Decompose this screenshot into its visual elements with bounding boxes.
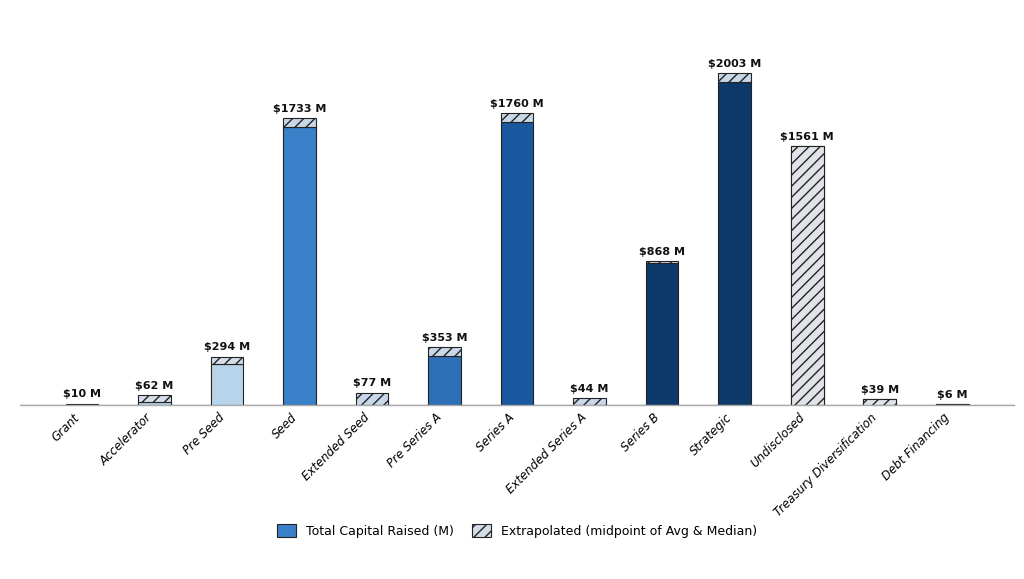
Bar [284, 118, 315, 127]
Text: $1733 M: $1733 M [272, 104, 327, 114]
Bar [138, 395, 171, 402]
Text: $294 M: $294 M [204, 342, 250, 353]
Text: $2003 M: $2003 M [708, 59, 761, 69]
Text: $10 M: $10 M [62, 390, 101, 400]
Bar [863, 399, 896, 405]
Bar [936, 404, 969, 405]
Text: $353 M: $353 M [422, 332, 467, 343]
Text: $44 M: $44 M [570, 384, 609, 394]
Bar [501, 113, 534, 122]
Bar [211, 364, 244, 405]
Bar [211, 357, 244, 364]
Text: $62 M: $62 M [135, 381, 174, 391]
Bar [646, 263, 679, 405]
Legend: Total Capital Raised (M), Extrapolated (midpoint of Avg & Median): Total Capital Raised (M), Extrapolated (… [278, 524, 757, 538]
Bar [791, 146, 823, 405]
Text: $39 M: $39 M [861, 384, 899, 395]
Bar [501, 122, 534, 405]
Bar [428, 347, 461, 356]
Text: $6 M: $6 M [937, 390, 968, 400]
Bar [936, 404, 969, 405]
Bar [719, 73, 751, 82]
Bar [428, 356, 461, 405]
Text: $77 M: $77 M [353, 379, 391, 389]
Bar [138, 402, 171, 405]
Bar [66, 404, 98, 405]
Bar [719, 82, 751, 405]
Bar [573, 398, 606, 405]
Bar [791, 146, 823, 405]
Text: $1760 M: $1760 M [490, 100, 544, 109]
Text: $1561 M: $1561 M [780, 133, 834, 142]
Bar [284, 127, 315, 405]
Bar [863, 399, 896, 405]
Bar [355, 393, 388, 405]
Text: $868 M: $868 M [639, 247, 685, 257]
Bar [646, 261, 679, 263]
